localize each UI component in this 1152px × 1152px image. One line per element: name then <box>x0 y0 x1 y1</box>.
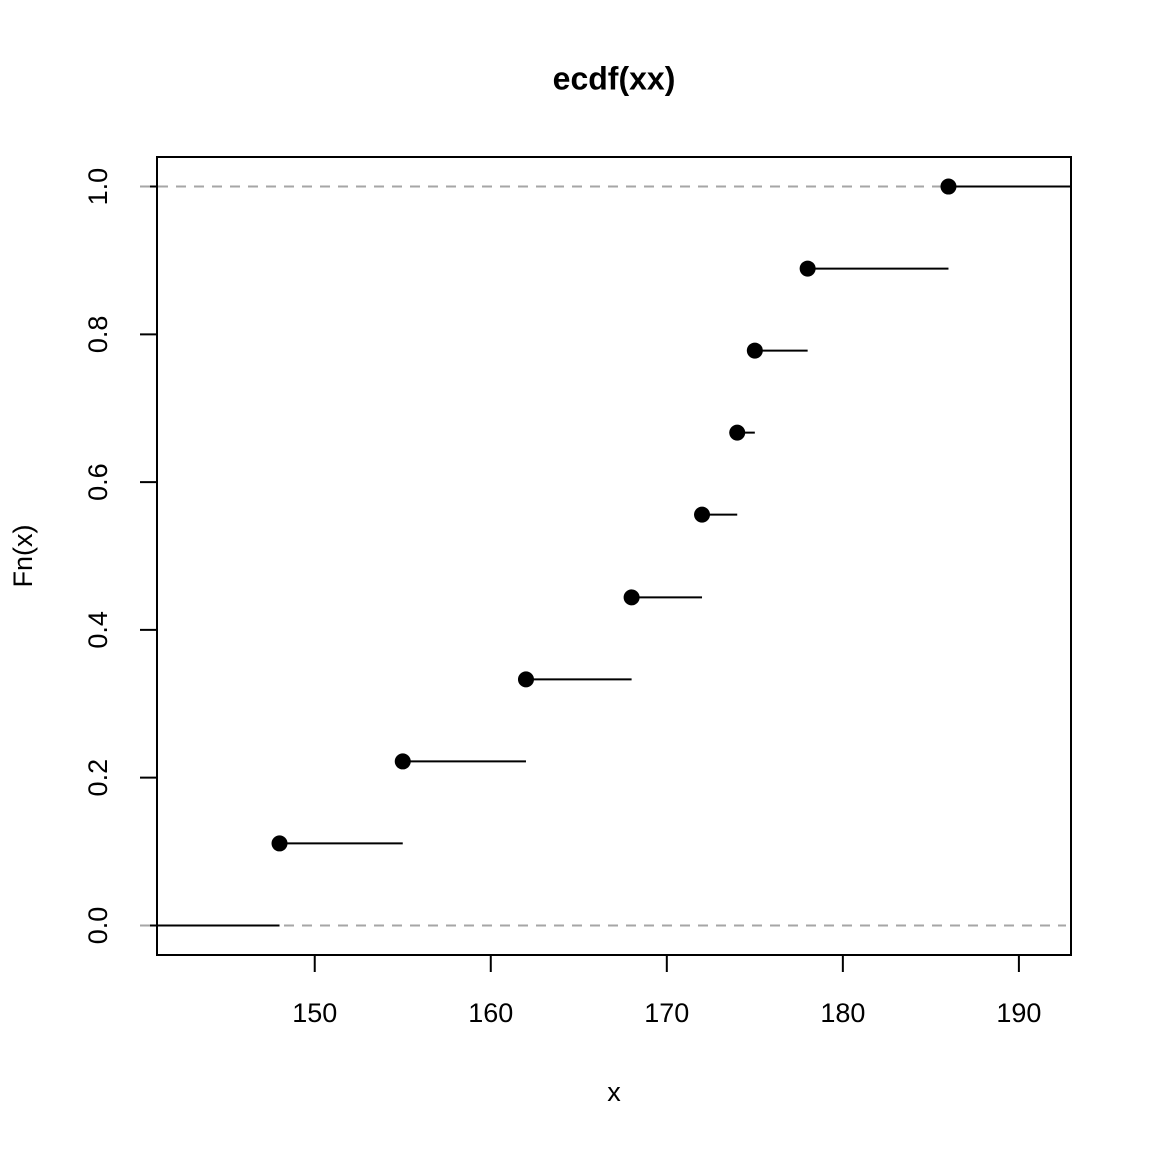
step-point <box>394 753 411 770</box>
x-tick-label: 170 <box>644 998 689 1028</box>
step-point <box>746 342 763 359</box>
y-tick-label: 0.0 <box>83 907 113 945</box>
step-point <box>517 671 534 688</box>
y-tick-label: 1.0 <box>83 168 113 206</box>
x-tick-label: 180 <box>820 998 865 1028</box>
y-tick-label: 0.6 <box>83 463 113 501</box>
step-point <box>940 178 957 195</box>
step-point <box>623 589 640 606</box>
y-tick-label: 0.2 <box>83 759 113 797</box>
x-tick-label: 150 <box>292 998 337 1028</box>
x-tick-label: 190 <box>996 998 1041 1028</box>
step-point <box>799 260 816 277</box>
step-point <box>271 835 288 852</box>
y-tick-label: 0.8 <box>83 316 113 354</box>
plot-frame <box>156 156 1072 956</box>
step-point <box>729 424 746 441</box>
x-tick-label: 160 <box>468 998 513 1028</box>
step-point <box>694 506 711 523</box>
chart-title: ecdf(xx) <box>553 60 676 96</box>
y-tick-label: 0.4 <box>83 611 113 649</box>
x-axis-label: x <box>607 1077 621 1107</box>
y-axis-label: Fn(x) <box>8 525 38 588</box>
